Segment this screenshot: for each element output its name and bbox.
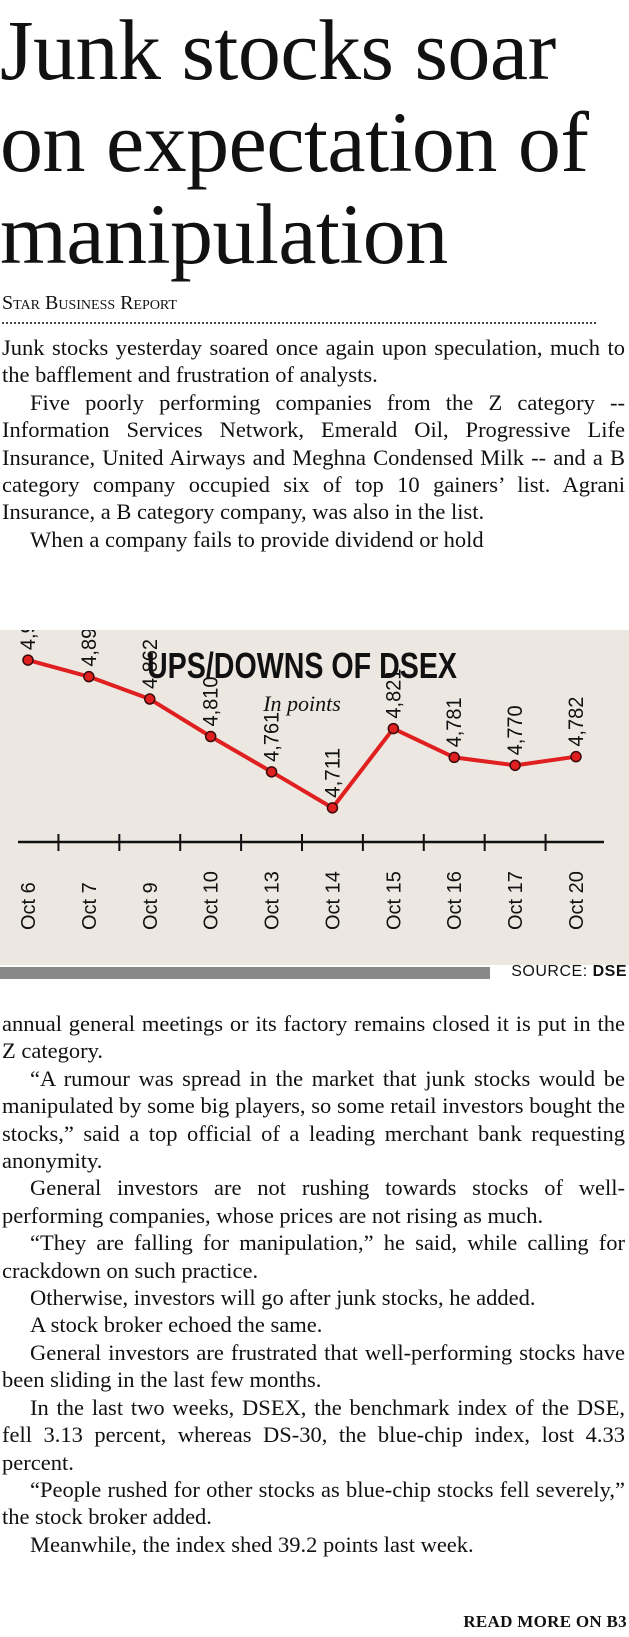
paragraph: When a company fails to provide dividend… <box>30 526 484 552</box>
data-label: 4,761 <box>261 712 284 762</box>
data-point <box>448 751 460 764</box>
read-more-link[interactable]: READ MORE ON B3 <box>463 1612 627 1631</box>
dsex-series-line <box>27 658 577 810</box>
data-points <box>22 654 582 814</box>
byline: Star Business Report <box>2 292 177 314</box>
data-label: 4,821 <box>382 669 405 719</box>
source-name: DSE <box>592 963 627 980</box>
headline: Junk stocks soar on expectation of manip… <box>0 2 589 282</box>
data-point <box>144 693 156 705</box>
data-point <box>83 670 95 683</box>
paragraph: General investors are frustrated that we… <box>2 1339 625 1393</box>
paragraph: A stock broker echoed the same. <box>30 1312 323 1338</box>
paragraph: Junk stocks yesterday soared once again … <box>2 335 625 388</box>
data-point <box>509 759 521 772</box>
data-label: 4,862 <box>139 639 162 689</box>
x-tick-label: Oct 10 <box>201 871 223 930</box>
paragraph: Five poorly performing companies from th… <box>2 389 625 525</box>
x-tick-label: Oct 17 <box>505 871 527 930</box>
data-point <box>326 802 339 814</box>
x-axis-ticks <box>57 834 547 851</box>
data-point <box>570 750 582 763</box>
data-point <box>265 766 278 778</box>
paragraph: “People rushed for other stocks as blue-… <box>2 1476 625 1530</box>
paragraph: General investors are not rushing toward… <box>2 1175 625 1228</box>
article-body-top: Junk stocks yesterday soared once again … <box>2 334 625 608</box>
paragraph: In the last two weeks, DSEX, the benchma… <box>2 1394 625 1475</box>
data-label: 4,893 <box>78 630 101 667</box>
dsex-chart: UPS/DOWNS OF DSEX In points Oct 6 Oct 7 Oc… <box>0 630 629 980</box>
x-tick-label: Oct 15 <box>383 871 405 930</box>
x-axis-labels: Oct 6 Oct 7 Oct 9 Oct 10 Oct 13 Oct 14 Oct 15 O… <box>18 871 588 930</box>
source-credit: SOURCE: DSE <box>511 963 627 981</box>
grey-rule <box>0 967 490 979</box>
x-tick-label: Oct 16 <box>444 871 466 930</box>
data-point <box>22 654 34 666</box>
x-tick-label: Oct 13 <box>262 871 284 930</box>
x-tick-label: Oct 7 <box>79 882 101 930</box>
data-label: 4,711 <box>321 748 344 798</box>
chart-title: UPS/DOWNS OF DSEX <box>147 645 457 686</box>
chart-canvas: UPS/DOWNS OF DSEX In points Oct 6 Oct 7 Oc… <box>17 630 604 930</box>
paragraph: Meanwhile, the index shed 39.2 points la… <box>30 1531 474 1557</box>
dotted-divider <box>2 322 596 324</box>
source-label: SOURCE: <box>511 963 588 980</box>
data-labels: 4,916 4,893 4,862 4,810 4,761 4,711 4,821 4,781… <box>17 630 588 798</box>
data-label: 4,770 <box>504 705 527 755</box>
article-body-bottom: annual general meetings or its factory r… <box>2 1010 625 1558</box>
x-tick-label: Oct 9 <box>140 882 162 930</box>
x-tick-label: Oct 14 <box>322 871 344 930</box>
data-point <box>204 730 217 743</box>
paragraph: Otherwise, investors will go after junk … <box>30 1285 536 1311</box>
data-label: 4,810 <box>200 677 223 727</box>
data-label: 4,782 <box>565 697 588 747</box>
x-tick-label: Oct 6 <box>18 882 40 930</box>
data-label: 4,781 <box>443 697 466 747</box>
chart-subtitle: In points <box>262 691 341 716</box>
data-point <box>387 722 400 735</box>
paragraph: “A rumour was spread in the market that … <box>2 1065 625 1174</box>
paragraph: “They are falling for manipulation,” he … <box>2 1230 625 1283</box>
data-label: 4,916 <box>17 630 40 650</box>
x-tick-label: Oct 20 <box>566 871 588 930</box>
paragraph: annual general meetings or its factory r… <box>2 1011 625 1064</box>
